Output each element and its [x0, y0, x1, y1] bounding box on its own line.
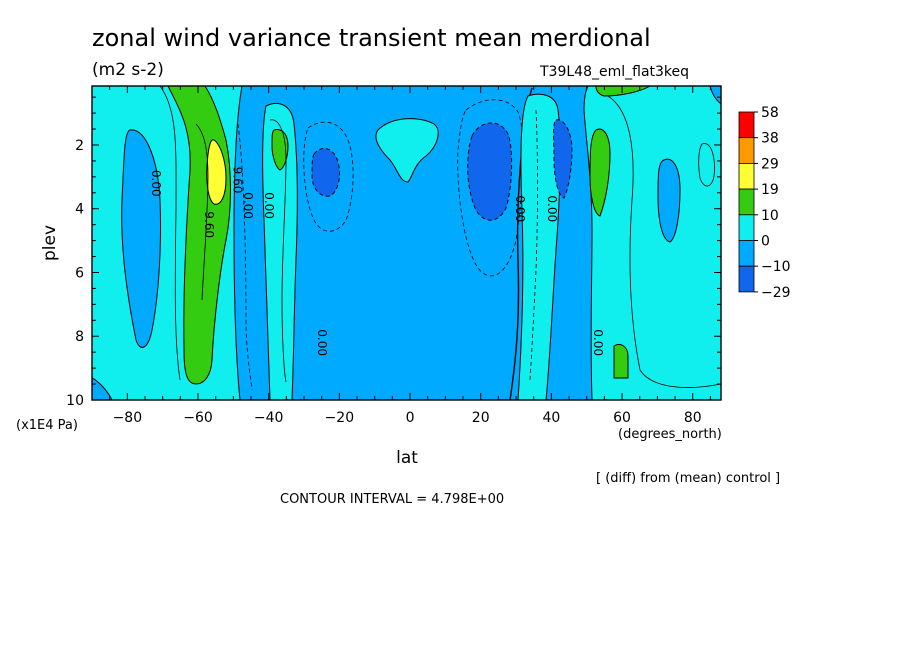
contour-interval: CONTOUR INTERVAL = 4.798E+00 — [280, 492, 504, 507]
region-negative-left-edge — [92, 377, 113, 400]
x-tick-label: 80 — [684, 410, 702, 426]
colorbar: 58 38 29 19 10 0 −10 −29 — [738, 105, 791, 301]
x-tick-label: −20 — [325, 410, 355, 426]
region-negative-right — [467, 122, 513, 221]
y-tick-label: 10 — [66, 393, 84, 409]
experiment-label: T39L48_eml_flat3keq — [539, 64, 689, 80]
contour-labels: 0.009.609.600.00 0.000.000.00 0.000.00 — [149, 167, 605, 356]
region-negative-right2 — [553, 119, 573, 199]
colorbar-swatch — [738, 137, 755, 164]
y-axis-label: plev — [40, 225, 60, 261]
colorbar-label: 38 — [761, 131, 779, 147]
contour-line-right2 — [698, 143, 715, 187]
contour-line-midleft — [269, 119, 287, 383]
y-tick-label: 4 — [75, 202, 84, 218]
x-tick-label: 0 — [406, 410, 415, 426]
colorbar-swatch — [738, 111, 755, 139]
region-yellow-core — [206, 139, 227, 205]
region-positive-equator — [375, 118, 439, 183]
region-negative-right3 — [657, 158, 681, 243]
x-tick-label: 60 — [613, 410, 631, 426]
chart-title: zonal wind variance transient mean merdi… — [92, 24, 651, 52]
region-positive-midright — [517, 93, 561, 400]
contour-label: 0.00 — [241, 192, 255, 219]
x-axis-label: lat — [396, 448, 418, 468]
contour-label: 9.60 — [202, 211, 216, 238]
contour-label: 0.00 — [149, 170, 163, 197]
contour-line-right — [607, 95, 721, 388]
region-green-right-bottom — [613, 343, 629, 379]
y-axis: 2 4 6 8 10 — [66, 96, 721, 409]
contour-dashed-3 — [457, 99, 524, 277]
colorbar-label: 29 — [761, 156, 779, 172]
y-tick-label: 8 — [75, 329, 84, 345]
colorbar-label: −29 — [761, 285, 791, 301]
colorbar-swatch — [738, 188, 755, 216]
contour-dashed-1 — [237, 123, 253, 391]
contour-dashed-2 — [303, 121, 354, 232]
colorbar-label: 0 — [761, 234, 770, 250]
y-tick-label: 2 — [75, 138, 84, 154]
contour-label: 0.00 — [513, 195, 527, 222]
x-tick-label: −40 — [254, 410, 284, 426]
x-axis-units: (degrees_north) — [618, 427, 722, 442]
region-positive-midleft — [262, 102, 298, 400]
colorbar-swatch — [738, 240, 755, 267]
plot-frame — [91, 85, 722, 401]
region-green-right-top — [595, 86, 651, 97]
colorbar-label: 10 — [761, 208, 779, 224]
contour-label: 9.60 — [230, 167, 244, 194]
colorbar-swatch — [738, 162, 755, 190]
units-label: (m2 s-2) — [92, 60, 164, 80]
y-tick-label: 6 — [75, 265, 84, 281]
contour-label: 0.00 — [591, 329, 605, 356]
x-tick-label: 20 — [472, 410, 490, 426]
colorbar-label: 58 — [761, 105, 779, 121]
region-green-midleft — [271, 129, 289, 171]
region-positive-right — [583, 86, 721, 400]
colorbar-swatch — [738, 214, 755, 241]
region-green-right — [589, 128, 611, 217]
x-tick-label: −80 — [113, 410, 143, 426]
difference-note: [ (diff) from (mean) control ] — [596, 471, 780, 486]
x-tick-label: −60 — [183, 410, 213, 426]
region-negative-left — [121, 129, 162, 348]
contour-line-left-2 — [195, 123, 209, 301]
x-axis: −80 −60 −40 −20 0 20 40 60 80 — [109, 86, 711, 426]
x-tick-label: 40 — [542, 410, 560, 426]
colorbar-label: 19 — [761, 182, 779, 198]
contour-label: 0.00 — [545, 195, 559, 222]
contour-label: 0.00 — [262, 192, 276, 219]
contour-label: 0.00 — [315, 329, 329, 356]
region-negative-midleft — [311, 147, 341, 197]
colorbar-swatch — [738, 265, 755, 293]
y-axis-units: (x1E4 Pa) — [16, 418, 78, 433]
colorbar-label: −10 — [761, 259, 791, 275]
contour-line-left-1 — [159, 86, 181, 381]
contour-field — [92, 86, 721, 400]
